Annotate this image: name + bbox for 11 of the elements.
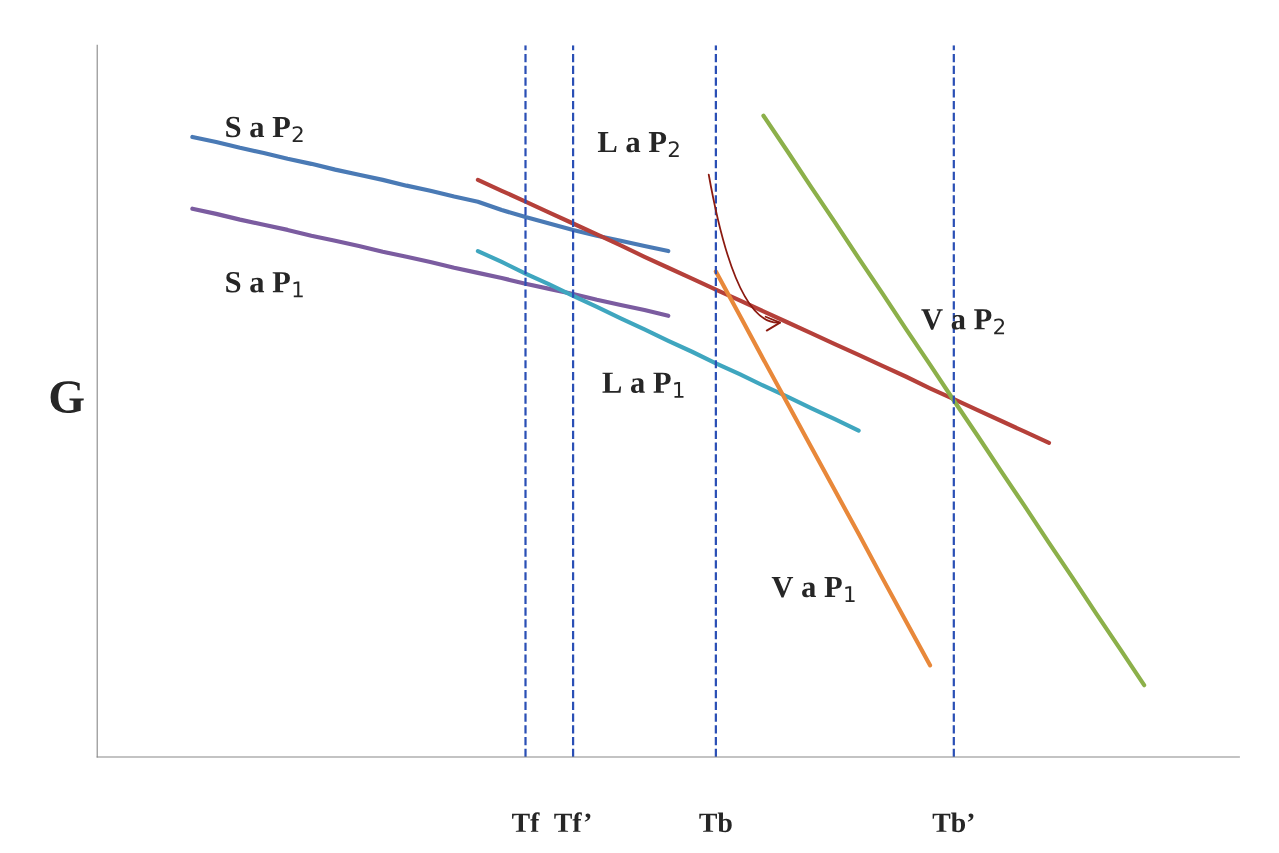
annotation: L a P$_{2}$ bbox=[597, 132, 679, 158]
annotation: L a P$_{1}$ bbox=[602, 372, 684, 398]
x-tick-label: Tf’ bbox=[554, 812, 591, 832]
annotation: V a P$_{2}$ bbox=[921, 309, 1005, 335]
annotation: V a P$_{1}$ bbox=[771, 576, 855, 602]
annotation: S a P$_{1}$ bbox=[226, 271, 303, 298]
x-tick-label: Tb’ bbox=[932, 812, 974, 833]
x-tick-label: Tb bbox=[699, 812, 732, 833]
x-tick-label: Tf bbox=[512, 812, 540, 832]
y-axis-title: G bbox=[50, 381, 84, 413]
annotation: S a P$_{2}$ bbox=[226, 116, 303, 143]
